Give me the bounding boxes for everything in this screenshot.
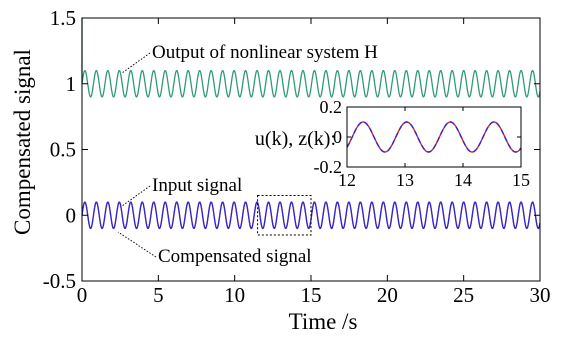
annotation-input: Input signal — [152, 175, 242, 196]
annotation-input-leader — [121, 185, 151, 207]
y-tick-label: -0.2 — [314, 157, 343, 177]
x-tick-label: 10 — [224, 283, 245, 307]
x-tick-label: 25 — [453, 283, 474, 307]
main-plot: 0 5 10 15 20 25 30-0.500.511.5 — [43, 6, 551, 307]
inset-background — [347, 107, 521, 167]
annotation-compensated: Compensated signal — [158, 246, 312, 267]
annotation-compensated-leader — [117, 231, 157, 258]
x-tick-label: 0 — [77, 283, 88, 307]
y-tick-label: -0.5 — [43, 269, 76, 293]
x-tick-label: 12 — [338, 170, 356, 190]
y-tick-label: 0.2 — [320, 97, 343, 117]
y-tick-label: 1 — [66, 72, 77, 96]
y-tick-label: 0 — [66, 203, 77, 227]
series-line-1 — [346, 121, 522, 153]
zoom-region-box — [257, 195, 312, 236]
annotation-output-leader — [121, 52, 151, 74]
x-tick-label: 30 — [530, 283, 551, 307]
x-tick-label: 14 — [454, 170, 472, 190]
x-tick-label: 13 — [396, 170, 414, 190]
x-axis-label: Time /s — [289, 309, 358, 334]
series-line-0 — [81, 18, 541, 98]
inset-plot: 12 13 14 15 0.2 0 -0.2 — [314, 97, 531, 190]
annotation-output: Output of nonlinear system H — [152, 42, 378, 63]
x-tick-label: 15 — [512, 170, 530, 190]
y-tick-label: 0.5 — [50, 138, 76, 162]
y-tick-label: 0 — [333, 127, 342, 147]
x-tick-label: 5 — [153, 283, 164, 307]
x-tick-label: 20 — [377, 283, 398, 307]
y-tick-label: 1.5 — [50, 6, 76, 30]
y-axis-label: Compensated signal — [10, 49, 35, 235]
x-tick-label: 15 — [301, 283, 322, 307]
inset-title: u(k), z(k): — [255, 128, 336, 150]
